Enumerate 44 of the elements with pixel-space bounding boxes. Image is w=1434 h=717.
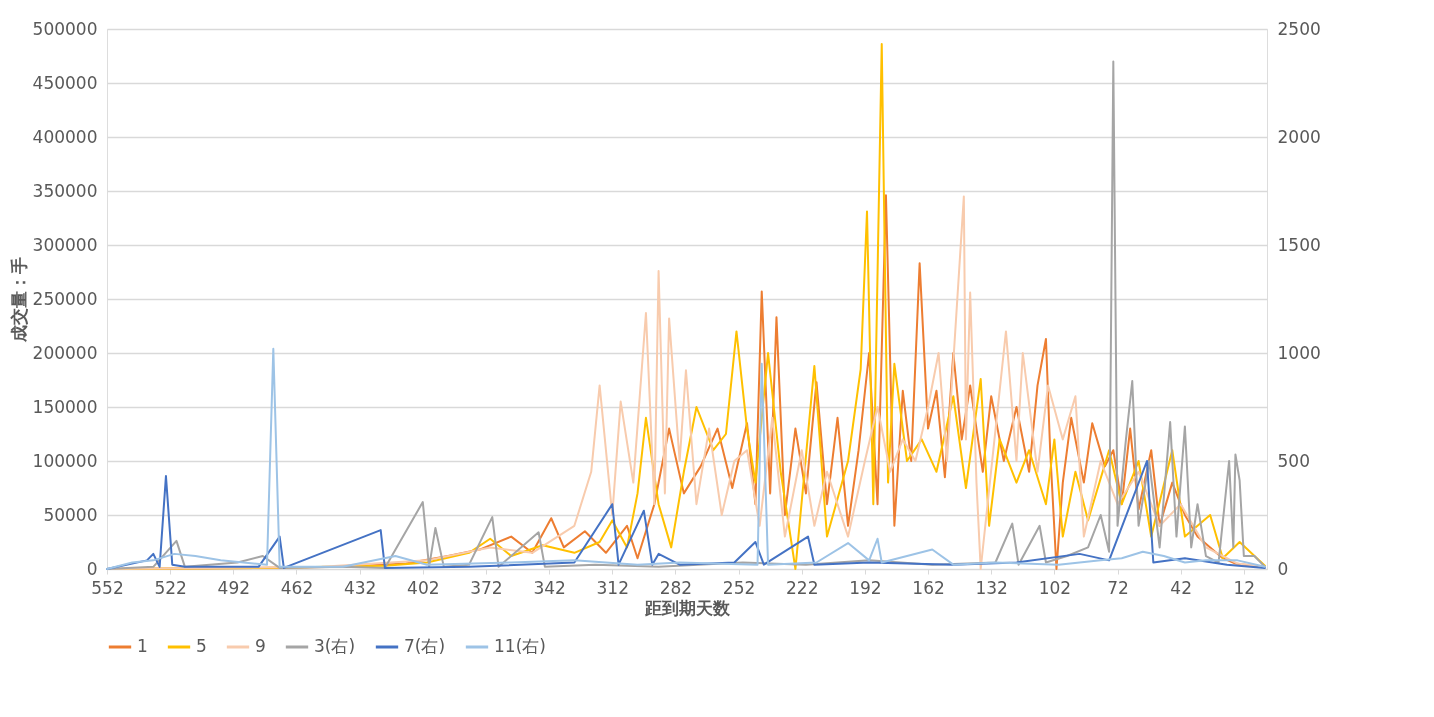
x-tick-label: 132 bbox=[975, 577, 1008, 598]
y2-tick-label: 1500 bbox=[1277, 234, 1321, 255]
x-tick-label: 552 bbox=[91, 577, 124, 598]
x-tick-label: 312 bbox=[596, 577, 629, 598]
y-tick-label: 500000 bbox=[32, 18, 98, 39]
y-tick-label: 150000 bbox=[32, 396, 98, 417]
legend-label: 1 bbox=[137, 636, 148, 656]
x-tick-label: 42 bbox=[1170, 577, 1192, 598]
y-tick-label: 300000 bbox=[32, 234, 98, 255]
y2-tick-label: 0 bbox=[1277, 558, 1289, 579]
x-tick-label: 282 bbox=[659, 577, 693, 598]
x-tick-label: 372 bbox=[470, 577, 503, 598]
y2-tick-label: 1000 bbox=[1277, 342, 1321, 363]
legend-label: 3(右) bbox=[314, 636, 356, 656]
y-tick-label: 100000 bbox=[32, 450, 98, 471]
x-tick-label: 222 bbox=[786, 577, 819, 598]
x-tick-label: 402 bbox=[407, 577, 440, 598]
x-tick-label: 432 bbox=[343, 577, 377, 598]
x-tick-label: 102 bbox=[1038, 577, 1072, 598]
x-tick-label: 522 bbox=[154, 577, 187, 598]
y2-tick-label: 500 bbox=[1277, 450, 1310, 471]
y-axis-title: 成交量：手 bbox=[8, 257, 29, 343]
legend-label: 7(右) bbox=[404, 636, 446, 656]
x-tick-label: 192 bbox=[849, 577, 882, 598]
x-tick-label: 492 bbox=[217, 577, 251, 598]
y-tick-label: 450000 bbox=[32, 72, 98, 93]
y-tick-label: 250000 bbox=[32, 288, 98, 309]
y-tick-label: 350000 bbox=[32, 180, 98, 201]
x-tick-label: 72 bbox=[1107, 577, 1129, 598]
y2-tick-label: 2000 bbox=[1277, 126, 1321, 147]
x-tick-label: 342 bbox=[533, 577, 566, 598]
y-tick-label: 0 bbox=[86, 558, 98, 579]
y-tick-label: 400000 bbox=[32, 126, 98, 147]
legend-label: 9 bbox=[255, 636, 266, 656]
legend-label: 11(右) bbox=[494, 636, 546, 656]
x-tick-label: 252 bbox=[722, 577, 756, 598]
y-tick-label: 50000 bbox=[43, 504, 98, 525]
x-tick-label: 462 bbox=[280, 577, 314, 598]
y2-tick-label: 2500 bbox=[1277, 18, 1321, 39]
x-axis-title: 距到期天数 bbox=[644, 597, 731, 618]
y-tick-label: 200000 bbox=[32, 342, 98, 363]
x-tick-label: 162 bbox=[912, 577, 945, 598]
x-tick-label: 12 bbox=[1233, 577, 1256, 598]
legend-label: 5 bbox=[196, 636, 207, 656]
